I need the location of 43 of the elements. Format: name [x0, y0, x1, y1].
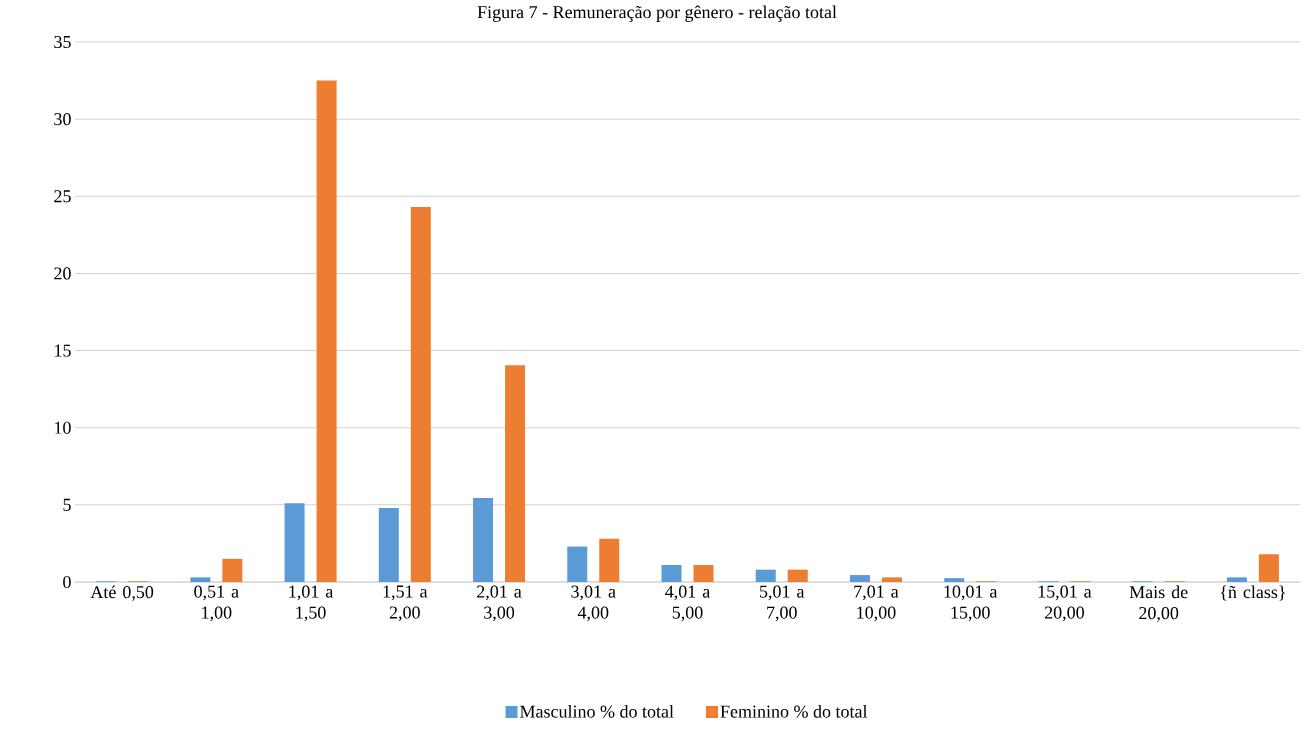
bar — [567, 546, 588, 582]
x-tick-label: Mais de 20,00 — [1129, 585, 1188, 622]
x-tick-label: 1,01 a 1,50 — [289, 585, 334, 622]
legend-label: Masculino % do total — [520, 704, 674, 718]
bar — [661, 565, 682, 582]
bar — [284, 503, 305, 582]
bar — [787, 569, 808, 582]
bar — [410, 207, 431, 582]
x-tick-label: {ñ class} — [1220, 585, 1285, 601]
bar — [755, 569, 776, 582]
x-tick-label: Até 0,50 — [90, 585, 154, 601]
bar — [505, 365, 526, 582]
x-tick-label: 15,01 a 20,00 — [1038, 585, 1092, 622]
bar — [944, 578, 965, 582]
x-tick-label: 10,01 a 15,00 — [944, 585, 998, 622]
bar — [222, 558, 243, 582]
y-tick-label: 15 — [55, 344, 71, 357]
x-tick-label: 1,51 a 2,00 — [383, 585, 428, 622]
bar — [1258, 554, 1279, 582]
bar — [881, 577, 902, 582]
bar — [849, 575, 870, 582]
bar — [693, 565, 714, 582]
x-tick-label: 3,01 a 4,00 — [571, 585, 616, 622]
bar — [599, 538, 620, 582]
x-tick-label: 2,01 a 3,00 — [477, 585, 522, 622]
bar — [190, 577, 211, 582]
y-tick-label: 0 — [63, 575, 71, 589]
y-tick-label: 25 — [54, 190, 71, 203]
y-tick-label: 30 — [54, 113, 71, 126]
x-tick-label: 7,01 a 10,00 — [854, 585, 899, 622]
chart-title: Figura 7 - Remuneração por gênero - relação total — [477, 5, 837, 22]
bar — [1226, 577, 1247, 582]
y-tick-label: 5 — [63, 498, 71, 511]
bar — [378, 507, 399, 582]
bar — [473, 497, 494, 582]
y-tick-label: 10 — [55, 421, 71, 434]
bar — [316, 80, 337, 582]
x-tick-label: 0,51 a 1,00 — [194, 585, 239, 622]
x-tick-label: 4,01 a 5,00 — [665, 585, 710, 622]
y-tick-label: 35 — [54, 35, 71, 49]
x-tick-label: 5,01 a 7,00 — [760, 585, 805, 622]
legend-label: Feminino % do total — [720, 704, 868, 718]
y-tick-label: 20 — [54, 267, 71, 280]
